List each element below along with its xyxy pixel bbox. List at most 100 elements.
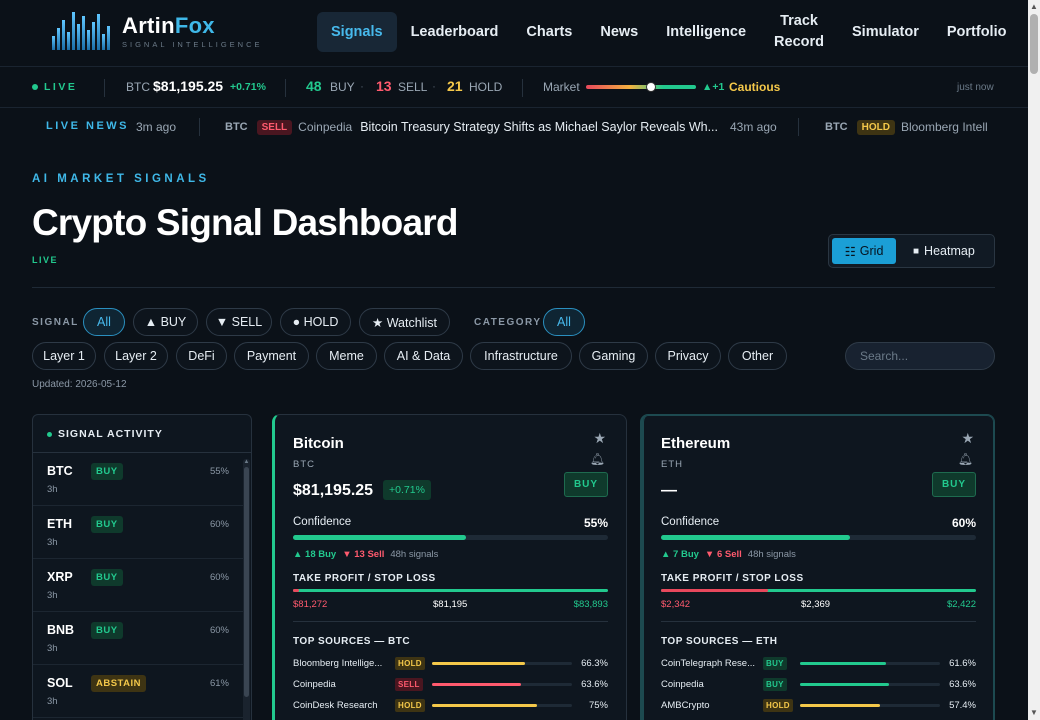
category-filter-label: CATEGORY <box>474 317 542 328</box>
category-pill[interactable]: Meme <box>316 342 377 370</box>
market-sentiment-state: Cautious <box>729 80 781 94</box>
category-pill[interactable]: Privacy <box>655 342 721 370</box>
page-scroll-thumb[interactable] <box>1030 14 1038 74</box>
source-row[interactable]: AMBCrypto HOLD 57.4% <box>661 699 976 713</box>
news-headline: Bitcoin Treasury Strategy Shifts as Mich… <box>360 120 718 134</box>
market-ticker: LIVE BTC $81,195.25 +0.71% 48 BUY · 13 S… <box>0 66 1028 108</box>
nav-item-portfolio[interactable]: Portfolio <box>946 23 1007 40</box>
source-signal-badge: SELL <box>395 678 423 691</box>
coin-name: Bitcoin <box>293 435 344 452</box>
category-pill[interactable]: Layer 2 <box>104 342 168 370</box>
market-sentiment-bar <box>586 85 696 89</box>
tp-sl-bar <box>293 589 608 592</box>
source-row[interactable]: Coinpedia BUY 63.6% <box>661 678 976 692</box>
news-item[interactable]: BTC SELL Coinpedia Bitcoin Treasury Stra… <box>225 119 777 135</box>
vote-summary: ▲ 18 Buy ▼ 13 Sell 48h signals <box>293 549 438 560</box>
coin-symbol: BTC <box>293 459 315 470</box>
nav-item-news[interactable]: News <box>600 23 639 40</box>
coin-signal-badge: BUY <box>932 472 976 497</box>
search-input[interactable] <box>845 342 995 370</box>
scroll-up-icon[interactable]: ▲ <box>243 459 250 465</box>
confidence-fill <box>661 535 850 540</box>
bell-icon[interactable]: 🔔︎ <box>957 452 973 466</box>
activity-coin: BNB <box>47 623 75 637</box>
activity-row[interactable]: SOL ABSTAIN 61% 3h <box>33 665 243 718</box>
coin-name: Ethereum <box>661 435 731 452</box>
source-accuracy-bar <box>800 704 940 707</box>
news-item[interactable]: BTC HOLD Bloomberg Intell <box>825 119 988 135</box>
category-pill[interactable]: DeFi <box>176 342 227 370</box>
coin-signal-badge: BUY <box>564 472 608 497</box>
scroll-down-icon[interactable]: ▼ <box>1030 708 1038 717</box>
nav-item-intelligence[interactable]: Intelligence <box>666 23 747 40</box>
activity-signal-badge: BUY <box>91 463 123 480</box>
grid-view-button[interactable]: ☷ Grid <box>832 238 896 264</box>
brand-logo[interactable]: ArtinFox SIGNAL INTELLIGENCE <box>52 12 263 50</box>
category-pill[interactable]: AI & Data <box>384 342 463 370</box>
coin-card-eth[interactable]: Ethereum ETH — ★ 🔔︎ BUY Confidence 60% ▲ 7 Buy ▼ … <box>640 414 995 720</box>
hold-count-label: HOLD <box>469 80 503 94</box>
news-item[interactable]: 3m ago <box>136 120 177 134</box>
coin-card-btc[interactable]: Bitcoin BTC $81,195.25 +0.71% ★ 🔔︎ BUY Confiden… <box>272 414 627 720</box>
scroll-up-icon[interactable]: ▲ <box>1030 2 1038 11</box>
signal-filter-all[interactable]: All <box>83 308 125 336</box>
activity-signal-badge: BUY <box>91 622 123 639</box>
top-sources-label: TOP SOURCES — BTC <box>293 636 411 647</box>
coin-price: $81,195.25 <box>293 482 374 499</box>
category-pill[interactable]: Infrastructure <box>470 342 572 370</box>
current-price: $2,369 <box>801 599 831 610</box>
page-scrollbar[interactable]: ▲ ▼ <box>1028 0 1040 720</box>
nav-item-signals[interactable]: Signals <box>317 12 397 52</box>
source-accuracy: 75% <box>588 700 608 711</box>
news-track: 3m ago BTC SELL Coinpedia Bitcoin Treasu… <box>136 109 996 145</box>
category-pill[interactable]: Gaming <box>579 342 648 370</box>
signal-filter-hold[interactable]: ● HOLD <box>280 308 351 336</box>
category-filter-all[interactable]: All <box>543 308 585 336</box>
source-name: CoinDesk Research <box>293 700 378 711</box>
activity-row[interactable]: BNB BUY 60% 3h <box>33 612 243 665</box>
star-icon[interactable]: ★ <box>961 430 974 446</box>
activity-confidence: 61% <box>209 678 229 689</box>
signal-filter-buy[interactable]: ▲ BUY <box>133 308 198 336</box>
source-accuracy: 63.6% <box>581 679 608 690</box>
signal-filter-sell[interactable]: ▼ SELL <box>206 308 272 336</box>
signal-activity-title: SIGNAL ACTIVITY <box>47 428 163 440</box>
category-pill[interactable]: Payment <box>234 342 309 370</box>
source-row[interactable]: Bloomberg Intellige... HOLD 66.3% <box>293 657 608 671</box>
stop-loss: $81,272 <box>293 599 328 610</box>
confidence-bar <box>293 535 608 540</box>
nav-item-track-record[interactable]: Track Record <box>774 13 824 50</box>
source-row[interactable]: CoinDesk Research HOLD 75% <box>293 699 608 713</box>
buy-count-label: BUY <box>330 80 355 94</box>
activity-scrollbar[interactable]: ▲ <box>243 459 250 720</box>
activity-row[interactable]: XRP BUY 60% 3h <box>33 559 243 612</box>
nav-item-charts[interactable]: Charts <box>526 23 573 40</box>
source-row[interactable]: CoinTelegraph Rese... BUY 61.6% <box>661 657 976 671</box>
page-eyebrow: AI MARKET SIGNALS <box>32 173 210 185</box>
source-accuracy-fill <box>432 683 522 686</box>
top-navbar: ArtinFox SIGNAL INTELLIGENCE Signals Lead… <box>0 0 1028 64</box>
bell-icon[interactable]: 🔔︎ <box>589 452 605 466</box>
confidence-fill <box>293 535 467 540</box>
activity-row[interactable]: ETH BUY 60% 3h <box>33 506 243 559</box>
category-pill[interactable]: Layer 1 <box>32 342 96 370</box>
tp-sl-label: TAKE PROFIT / STOP LOSS <box>661 573 804 584</box>
source-accuracy: 66.3% <box>581 658 608 669</box>
source-signal-badge: HOLD <box>395 699 425 712</box>
source-row[interactable]: Coinpedia SELL 63.6% <box>293 678 608 692</box>
signal-filter-watchlist[interactable]: ★ Watchlist <box>359 308 450 336</box>
market-sentiment-change: ▲+1 <box>702 81 725 93</box>
heatmap-view-button[interactable]: ■ Heatmap <box>913 244 975 258</box>
nav-item-leaderboard[interactable]: Leaderboard <box>410 23 499 40</box>
vote-window: 48h signals <box>747 549 796 560</box>
category-pill[interactable]: Other <box>728 342 787 370</box>
star-icon[interactable]: ★ <box>593 430 606 446</box>
activity-row[interactable]: BTC BUY 55% 3h <box>33 453 243 506</box>
activity-confidence: 55% <box>209 466 229 477</box>
live-dot-icon <box>32 84 38 90</box>
page-title: Crypto Signal Dashboard <box>32 202 458 243</box>
source-name: CoinTelegraph Rese... <box>661 658 755 669</box>
activity-scroll-thumb[interactable] <box>244 467 249 697</box>
nav-item-simulator[interactable]: Simulator <box>852 23 919 40</box>
logo-bars-icon <box>52 12 110 50</box>
